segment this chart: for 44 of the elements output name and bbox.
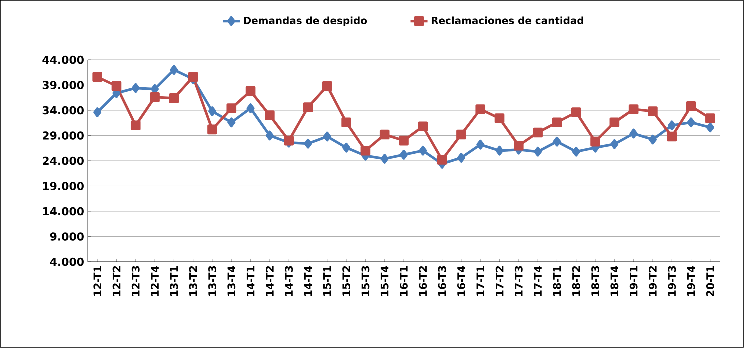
x-tick-label: 20-T1 bbox=[706, 266, 714, 296]
x-tick-label: 12-T4 bbox=[151, 266, 159, 296]
x-tick-label: 13-T3 bbox=[208, 266, 216, 296]
x-tick-label: 13-T2 bbox=[189, 266, 198, 296]
x-tick-label: 16-T3 bbox=[438, 266, 446, 296]
x-tick-label: 16-T1 bbox=[400, 266, 408, 296]
x-tick-label: 19-T2 bbox=[649, 266, 657, 296]
x-tick-label: 17-T4 bbox=[534, 266, 542, 296]
y-tick-label: 34.000 bbox=[42, 106, 84, 115]
x-tick-label: 14-T4 bbox=[304, 266, 312, 296]
x-tick-label: 12-T1 bbox=[94, 266, 102, 296]
x-tick-label: 14-T3 bbox=[285, 266, 294, 296]
x-tick-label: 14-T1 bbox=[246, 266, 255, 296]
y-tick-label: 14.000 bbox=[43, 207, 84, 216]
x-tick-label: 12-T2 bbox=[112, 266, 121, 296]
y-tick-label: 39.000 bbox=[42, 81, 84, 90]
x-tick-label: 18-T3 bbox=[592, 266, 600, 296]
x-tick-label: 15-T3 bbox=[362, 266, 370, 296]
y-tick-label: 29.000 bbox=[43, 132, 84, 140]
x-tick-label: 19-T1 bbox=[630, 266, 638, 296]
x-tick-label: 19-T4 bbox=[687, 266, 696, 296]
x-tick-label: 17-T1 bbox=[476, 266, 484, 296]
legend-label: Reclamaciones de cantidad bbox=[432, 16, 584, 24]
legend-label: Demandas de despido bbox=[244, 16, 368, 26]
x-tick-label: 16-T4 bbox=[458, 266, 466, 296]
x-tick-label: 13-T1 bbox=[170, 266, 178, 296]
x-tick-label: 14-T2 bbox=[266, 266, 274, 296]
x-tick-label: 13-T4 bbox=[228, 266, 236, 296]
y-tick-label: 9.000 bbox=[50, 232, 84, 241]
y-tick-label: 44.000 bbox=[42, 56, 84, 64]
x-tick-label: 15-T1 bbox=[324, 266, 332, 296]
x-tick-label: 18-T2 bbox=[572, 266, 580, 296]
y-tick-label: 24.000 bbox=[43, 156, 84, 166]
x-tick-label: 19-T3 bbox=[668, 266, 676, 296]
x-tick-label: 15-T2 bbox=[342, 266, 350, 296]
x-tick-label: 18-T4 bbox=[610, 266, 619, 296]
x-tick-label: 17-T3 bbox=[514, 266, 523, 296]
x-tick-label: 15-T4 bbox=[380, 266, 389, 296]
x-tick-label: 18-T1 bbox=[553, 266, 562, 296]
x-tick-label: 16-T2 bbox=[419, 266, 428, 296]
y-tick-label: 4.000 bbox=[50, 258, 84, 266]
x-tick-label: 17-T2 bbox=[496, 266, 504, 296]
y-tick-label: 19.000 bbox=[43, 182, 84, 190]
x-tick-label: 12-T3 bbox=[132, 266, 140, 296]
